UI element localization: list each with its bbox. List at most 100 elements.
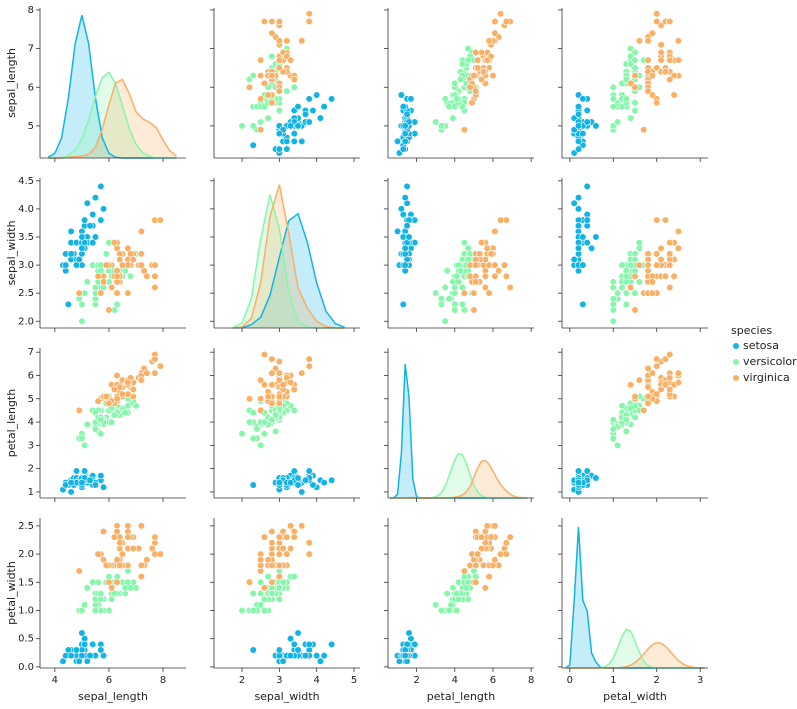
- x-axis-label: sepal_length: [78, 690, 148, 703]
- point: [268, 52, 276, 60]
- point: [294, 474, 302, 482]
- point: [609, 425, 617, 433]
- point: [156, 362, 164, 370]
- point: [249, 481, 257, 489]
- point: [78, 479, 86, 487]
- point: [260, 533, 269, 541]
- x-tick-label: 8: [160, 675, 166, 686]
- point: [272, 364, 280, 373]
- point: [118, 261, 127, 269]
- point: [328, 476, 336, 484]
- point: [97, 646, 105, 654]
- point: [472, 261, 480, 269]
- point: [328, 95, 336, 103]
- point: [305, 640, 313, 648]
- point: [472, 578, 480, 586]
- panel: 1 2 3 4 5 6 7: [28, 347, 186, 502]
- y-tick-label: 2.0: [18, 549, 34, 560]
- point: [592, 474, 600, 482]
- point: [118, 550, 127, 558]
- point: [472, 48, 480, 57]
- point: [257, 72, 265, 80]
- point: [102, 392, 110, 401]
- legend-title: species: [731, 324, 772, 337]
- point: [286, 522, 295, 530]
- point: [497, 10, 505, 18]
- panel: [384, 348, 534, 502]
- point: [458, 60, 467, 68]
- point: [464, 56, 472, 64]
- point: [275, 399, 283, 408]
- point: [113, 300, 121, 309]
- point: [472, 87, 480, 95]
- panel: [210, 348, 360, 502]
- point: [257, 95, 265, 103]
- point: [491, 261, 499, 269]
- point: [83, 199, 91, 207]
- x-tick-label: 3: [697, 675, 703, 686]
- point: [460, 567, 468, 575]
- point: [102, 261, 110, 269]
- point: [91, 194, 100, 202]
- point: [110, 533, 118, 541]
- point: [674, 369, 683, 377]
- point: [260, 595, 269, 603]
- point: [86, 222, 94, 230]
- point: [666, 17, 674, 26]
- point: [113, 272, 121, 280]
- point: [432, 289, 440, 297]
- point: [500, 261, 509, 269]
- kde-area: [389, 460, 528, 498]
- point: [401, 244, 409, 252]
- point: [644, 37, 652, 45]
- point: [579, 300, 587, 309]
- point: [301, 651, 310, 660]
- y-axis-label: sepal_width: [5, 220, 18, 285]
- point: [305, 118, 313, 126]
- point: [245, 578, 254, 586]
- point: [477, 533, 486, 541]
- point: [268, 72, 276, 80]
- point: [290, 533, 298, 541]
- kde-area: [565, 642, 705, 668]
- point: [91, 233, 100, 241]
- point: [657, 255, 665, 264]
- point: [81, 216, 89, 224]
- point: [279, 381, 287, 389]
- y-tick-label: 8: [28, 5, 34, 16]
- point: [89, 210, 97, 219]
- point: [268, 539, 276, 547]
- point: [432, 601, 440, 609]
- point: [648, 29, 656, 37]
- point: [474, 64, 482, 72]
- point: [483, 56, 491, 64]
- point: [275, 561, 283, 569]
- point: [644, 383, 652, 391]
- point: [143, 272, 151, 280]
- point: [137, 376, 145, 384]
- point: [487, 533, 495, 541]
- point: [489, 72, 497, 80]
- point: [449, 114, 457, 122]
- point: [609, 300, 617, 309]
- point: [290, 640, 298, 648]
- point: [137, 561, 145, 569]
- point: [618, 402, 626, 410]
- point: [674, 244, 683, 252]
- point: [279, 657, 287, 665]
- point: [574, 102, 583, 111]
- y-tick-label: 3.0: [18, 260, 34, 271]
- point: [609, 283, 617, 292]
- point: [268, 381, 276, 389]
- point: [294, 646, 302, 654]
- point: [477, 544, 486, 553]
- point: [268, 369, 276, 377]
- point: [479, 561, 488, 569]
- point: [485, 37, 493, 45]
- point: [456, 75, 465, 84]
- y-tick-label: 3: [28, 440, 34, 451]
- point: [648, 278, 656, 286]
- point: [481, 255, 489, 264]
- point: [97, 589, 105, 598]
